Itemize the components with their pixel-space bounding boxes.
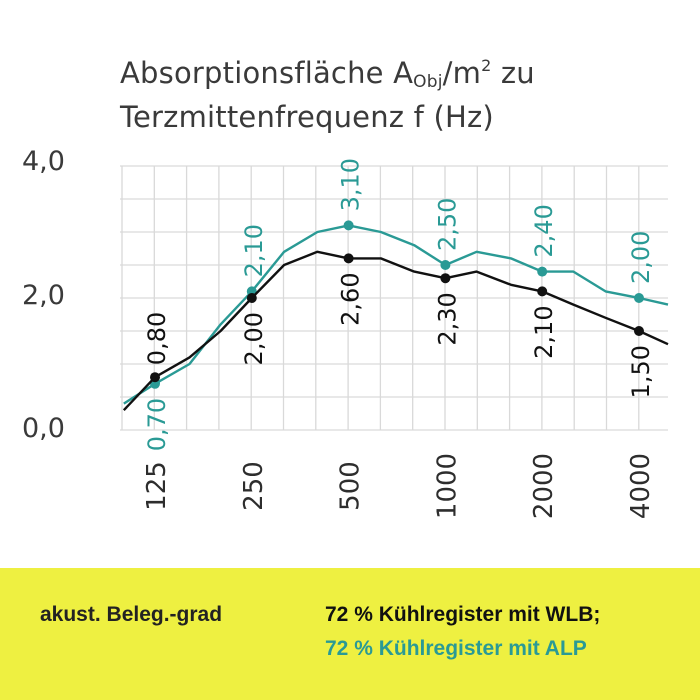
chart-svg: 0,80 2,00 2,60 2,30 2,10 1,50 0,70 2,10 3,10 2,50… [120,158,669,519]
series-lines [122,220,669,412]
title-subscript: Obj [413,72,443,92]
data-label-wlb: 2,00 [240,312,268,365]
data-label-wlb: 1,50 [627,345,655,398]
title-tail: zu [491,56,535,90]
data-label-wlb: 0,80 [143,312,171,365]
title-superscript: 2 [481,56,492,75]
data-label-alp: 2,50 [433,198,461,251]
data-label-alp: 3,10 [337,158,365,211]
data-point-alp [537,266,548,277]
x-tick-label: 2000 [529,453,559,519]
x-tick-label: 1000 [432,453,462,519]
series-line-alp [123,224,669,405]
data-labels: 0,80 2,00 2,60 2,30 2,10 1,50 0,70 2,10 3,10 2,50… [143,158,655,451]
grid [120,165,668,431]
y-tick-label-2: 2,0 [22,280,65,311]
data-point-alp [440,260,451,270]
legend-footer [0,568,700,700]
x-tick-label: 4000 [626,453,656,519]
legend-label: akust. Beleg.-grad [40,603,223,626]
data-label-wlb: 2,30 [433,292,461,345]
data-label-wlb: 2,60 [337,272,365,325]
data-point-alp [343,220,354,231]
data-point-wlb [634,326,644,336]
data-point-wlb [150,372,160,383]
data-label-alp: 2,00 [627,231,655,284]
y-tick-label-0: 0,0 [22,413,65,444]
chart-title-line1: Absorptionsfläche AObj/m2 zu [120,56,535,92]
data-point-wlb [537,286,548,297]
data-point-wlb [343,253,354,264]
data-point-wlb [440,273,451,284]
x-tick-label: 500 [336,461,366,511]
chart-title-line2: Terzmittenfrequenz f (Hz) [120,100,494,134]
legend-wlb: 72 % Kühlregister mit WLB; [325,603,601,626]
x-tick-label: 250 [239,461,269,511]
data-point-wlb [246,293,257,303]
data-label-alp: 0,70 [143,398,171,451]
series-line-wlb [122,250,669,412]
y-tick-label-4: 4,0 [22,146,65,177]
data-label-wlb: 2,10 [530,305,558,358]
data-point-alp [634,293,644,303]
x-tick-label: 125 [142,461,172,511]
title-unit: /m [442,56,482,90]
title-text: Absorptionsfläche A [120,56,414,90]
x-tick-labels: 125 250 500 1000 2000 4000 [142,453,656,519]
data-label-alp: 2,10 [240,224,268,277]
legend-alp: 72 % Kühlregister mit ALP [325,637,587,660]
data-label-alp: 2,40 [530,204,558,257]
